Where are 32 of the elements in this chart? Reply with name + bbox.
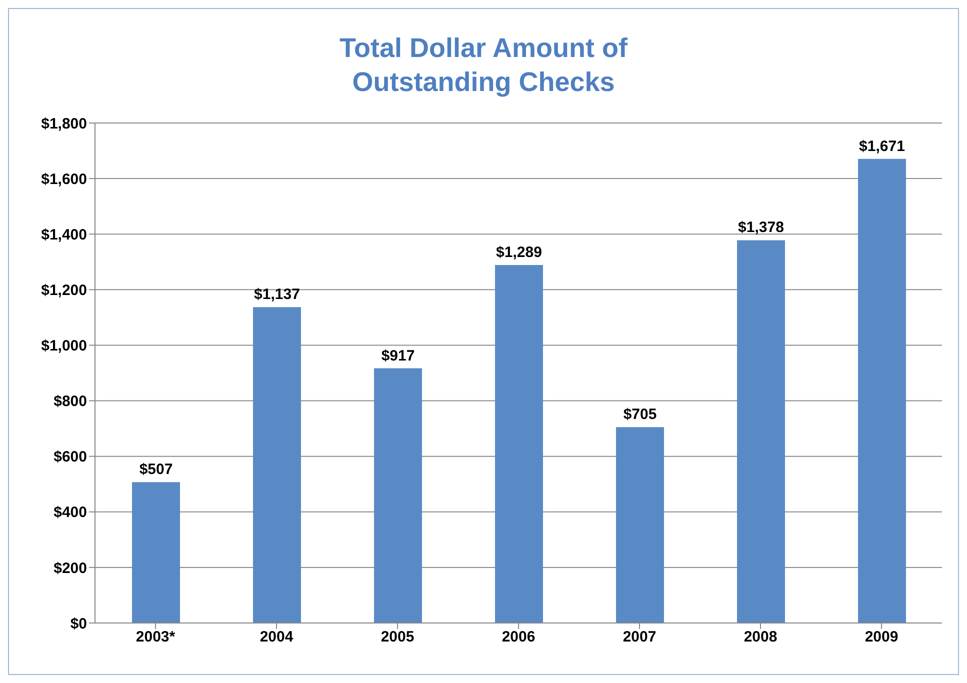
y-tick-label: $1,400 [41, 226, 87, 244]
y-tick-label: $200 [54, 560, 87, 577]
x-tick-label: 2008 [744, 628, 778, 646]
x-tick-label: 2005 [380, 628, 414, 646]
x-tick-label: 2007 [622, 628, 656, 646]
x-tick-label: 2009 [864, 628, 898, 646]
data-label: $1,137 [254, 286, 300, 304]
data-label: $1,289 [496, 244, 542, 261]
bar [616, 427, 664, 623]
data-label: $705 [623, 406, 657, 424]
bar [495, 264, 543, 623]
y-tick-label: $0 [70, 615, 87, 632]
bar [132, 482, 180, 623]
x-tick-label: 2004 [260, 628, 294, 646]
y-tick-label: $600 [54, 448, 87, 466]
data-label: $1,378 [738, 219, 784, 236]
data-label: $917 [381, 347, 415, 364]
x-tick-label: 2006 [502, 628, 536, 646]
bar [858, 158, 906, 623]
y-tick-label: $800 [54, 393, 87, 410]
bar [374, 368, 422, 623]
bar [737, 240, 785, 623]
bar [253, 307, 301, 623]
data-label: $507 [139, 461, 173, 478]
y-tick-label: $1,200 [41, 282, 87, 299]
x-tick-label: 2003* [136, 628, 176, 646]
y-tick-label: $1,600 [41, 170, 87, 188]
y-tick-label: $400 [54, 504, 87, 522]
y-tick-label: $1,800 [41, 115, 87, 132]
y-tick-label: $1,000 [41, 338, 87, 355]
chart-title: Total Dollar Amount of Outstanding Checks [338, 32, 628, 99]
data-label: $1,671 [859, 138, 905, 155]
